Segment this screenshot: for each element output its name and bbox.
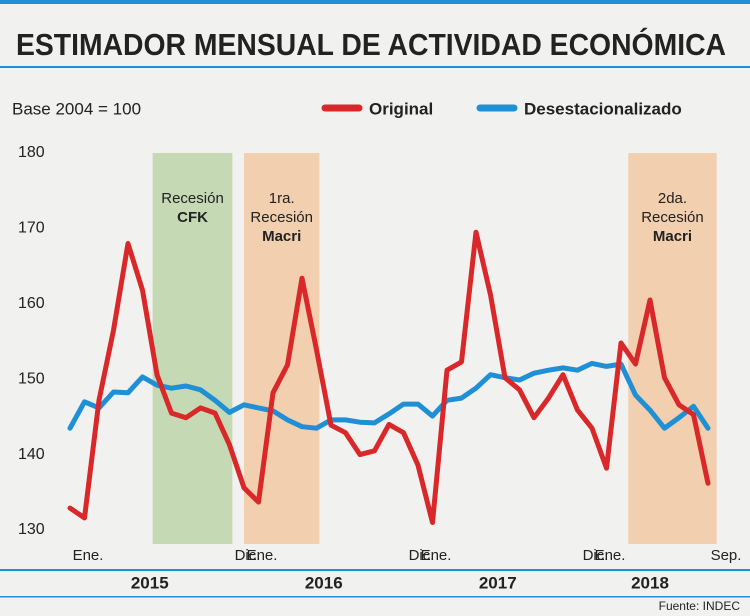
x-tick-label: Ene. bbox=[247, 547, 278, 564]
source: Fuente: INDEC bbox=[659, 599, 741, 613]
bottom-rule bbox=[0, 569, 750, 571]
x-tick-label: Dic. bbox=[409, 547, 435, 564]
line-series bbox=[67, 229, 711, 525]
y-tick-label: 130 bbox=[18, 521, 45, 538]
recession-band bbox=[152, 153, 233, 544]
year-label: 2017 bbox=[479, 573, 517, 592]
recession-band bbox=[244, 153, 320, 544]
y-tick-label: 180 bbox=[18, 144, 45, 161]
x-tick-label: Ene. bbox=[73, 547, 104, 564]
band-label-bold: CFK bbox=[177, 209, 208, 226]
y-tick-label: 140 bbox=[18, 446, 45, 463]
year-label: 2016 bbox=[305, 573, 343, 592]
legend-label: Original bbox=[369, 99, 433, 118]
band-label-bold: Macri bbox=[262, 228, 301, 245]
band-label: Recesión bbox=[250, 209, 313, 226]
band-label-bold: Macri bbox=[653, 228, 692, 245]
chart-title: ESTIMADOR MENSUAL DE ACTIVIDAD ECONÓMICA bbox=[16, 26, 726, 62]
band-label: 2da. bbox=[658, 190, 687, 207]
year-label: 2018 bbox=[631, 573, 669, 592]
top-rule bbox=[0, 0, 750, 4]
recession-band bbox=[628, 153, 717, 544]
x-tick-label: Dic. bbox=[583, 547, 609, 564]
x-tick-label: Ene. bbox=[421, 547, 452, 564]
year-label: 2015 bbox=[131, 573, 169, 592]
y-tick-label: 150 bbox=[18, 370, 45, 387]
title-rule bbox=[0, 66, 750, 68]
band-label: Recesión bbox=[161, 190, 224, 207]
x-tick-label: Ene. bbox=[595, 547, 626, 564]
band-label: Recesión bbox=[641, 209, 704, 226]
year-rule bbox=[0, 596, 750, 598]
legend-label: Desestacionalizado bbox=[524, 99, 682, 118]
x-tick-label: Dic. bbox=[235, 547, 261, 564]
line-series bbox=[67, 360, 711, 431]
band-label: 1ra. bbox=[269, 190, 295, 207]
y-tick-label: 170 bbox=[18, 220, 45, 237]
y-tick-label: 160 bbox=[18, 295, 45, 312]
x-tick-label: Sep. bbox=[711, 547, 742, 564]
subtitle: Base 2004 = 100 bbox=[12, 99, 141, 118]
